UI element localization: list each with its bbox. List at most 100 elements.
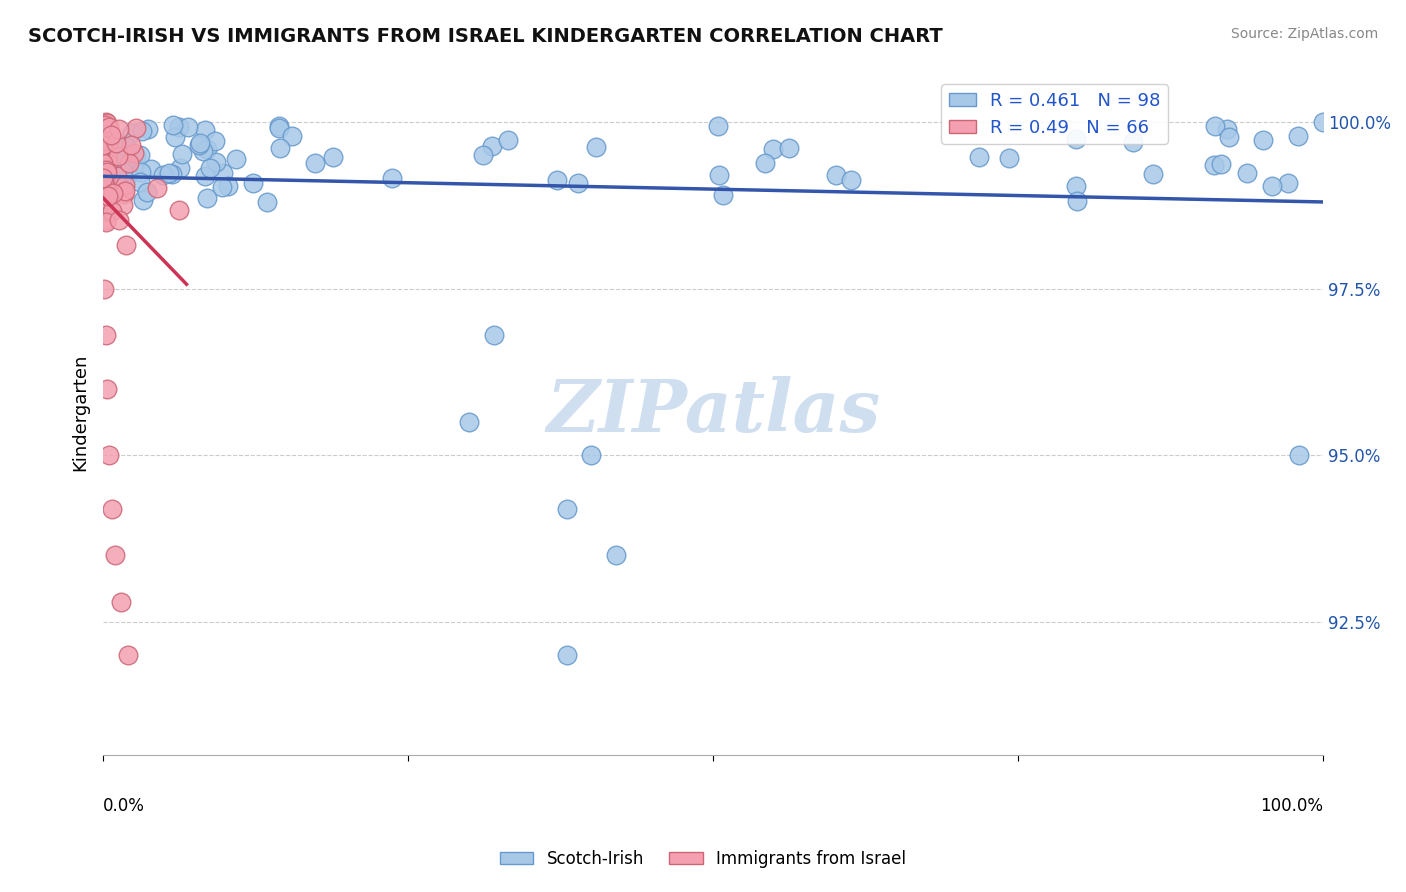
Point <box>93 177 115 191</box>
Point <box>176 120 198 134</box>
Point <box>482 328 505 343</box>
Point <box>91 120 114 135</box>
Point <box>1286 129 1309 144</box>
Point <box>94 163 117 178</box>
Point <box>94 177 117 191</box>
Point <box>100 501 122 516</box>
Point <box>135 186 157 200</box>
Point <box>555 648 578 663</box>
Point <box>93 118 115 132</box>
Point <box>94 169 117 183</box>
Point <box>1142 167 1164 181</box>
Point <box>125 149 148 163</box>
Point <box>122 159 145 173</box>
Point <box>120 138 142 153</box>
Point <box>825 168 848 182</box>
Point <box>1209 157 1232 171</box>
Point <box>839 173 862 187</box>
Point <box>117 168 139 182</box>
Point <box>93 194 115 209</box>
Point <box>93 192 115 206</box>
Point <box>567 176 589 190</box>
Point <box>111 163 134 178</box>
Point <box>94 192 117 206</box>
Text: ZIPatlas: ZIPatlas <box>546 376 880 448</box>
Point <box>96 134 118 148</box>
Point <box>458 415 481 429</box>
Point <box>112 187 135 202</box>
Point <box>195 142 218 156</box>
Point <box>105 136 128 150</box>
Point <box>481 139 503 153</box>
Point <box>157 166 180 180</box>
Point <box>585 140 607 154</box>
Point <box>163 129 186 144</box>
Point <box>1288 448 1310 462</box>
Point <box>94 170 117 185</box>
Point <box>115 238 138 252</box>
Point <box>1216 122 1239 136</box>
Legend: Scotch-Irish, Immigrants from Israel: Scotch-Irish, Immigrants from Israel <box>494 844 912 875</box>
Point <box>1122 135 1144 149</box>
Point <box>94 149 117 163</box>
Point <box>129 165 152 179</box>
Y-axis label: Kindergarten: Kindergarten <box>72 353 89 471</box>
Point <box>242 176 264 190</box>
Point <box>322 150 344 164</box>
Point <box>1064 132 1087 146</box>
Point <box>96 167 118 181</box>
Point <box>96 205 118 219</box>
Point <box>498 133 520 147</box>
Point <box>555 501 578 516</box>
Point <box>93 120 115 134</box>
Point <box>98 448 121 462</box>
Point <box>91 182 114 196</box>
Point <box>94 128 117 142</box>
Point <box>93 170 115 185</box>
Point <box>115 140 138 154</box>
Point <box>256 194 278 209</box>
Point <box>96 215 118 229</box>
Point <box>191 144 214 158</box>
Point <box>117 648 139 663</box>
Point <box>194 122 217 136</box>
Point <box>1218 130 1240 145</box>
Point <box>267 121 290 136</box>
Point <box>108 178 131 192</box>
Point <box>1204 119 1226 133</box>
Point <box>93 187 115 202</box>
Point <box>93 138 115 153</box>
Point <box>91 198 114 212</box>
Point <box>204 135 226 149</box>
Point <box>205 154 228 169</box>
Point <box>107 165 129 179</box>
Point <box>91 156 114 170</box>
Point <box>91 134 114 148</box>
Point <box>762 142 785 156</box>
Text: Source: ZipAtlas.com: Source: ZipAtlas.com <box>1230 27 1378 41</box>
Point <box>169 161 191 176</box>
Point <box>93 188 115 202</box>
Point <box>105 150 128 164</box>
Point <box>170 146 193 161</box>
Point <box>91 153 114 167</box>
Point <box>121 126 143 140</box>
Point <box>136 122 159 136</box>
Point <box>267 119 290 133</box>
Point <box>112 198 135 212</box>
Point <box>195 191 218 205</box>
Point <box>162 118 184 132</box>
Text: SCOTCH-IRISH VS IMMIGRANTS FROM ISRAEL KINDERGARTEN CORRELATION CHART: SCOTCH-IRISH VS IMMIGRANTS FROM ISRAEL K… <box>28 27 943 45</box>
Point <box>128 148 150 162</box>
Text: 0.0%: 0.0% <box>103 797 145 814</box>
Point <box>96 382 118 396</box>
Point <box>546 173 568 187</box>
Point <box>711 187 734 202</box>
Point <box>304 156 326 170</box>
Point <box>105 169 128 184</box>
Point <box>1261 178 1284 193</box>
Text: 100.0%: 100.0% <box>1260 797 1323 814</box>
Point <box>160 167 183 181</box>
Point <box>94 178 117 193</box>
Point <box>91 195 114 210</box>
